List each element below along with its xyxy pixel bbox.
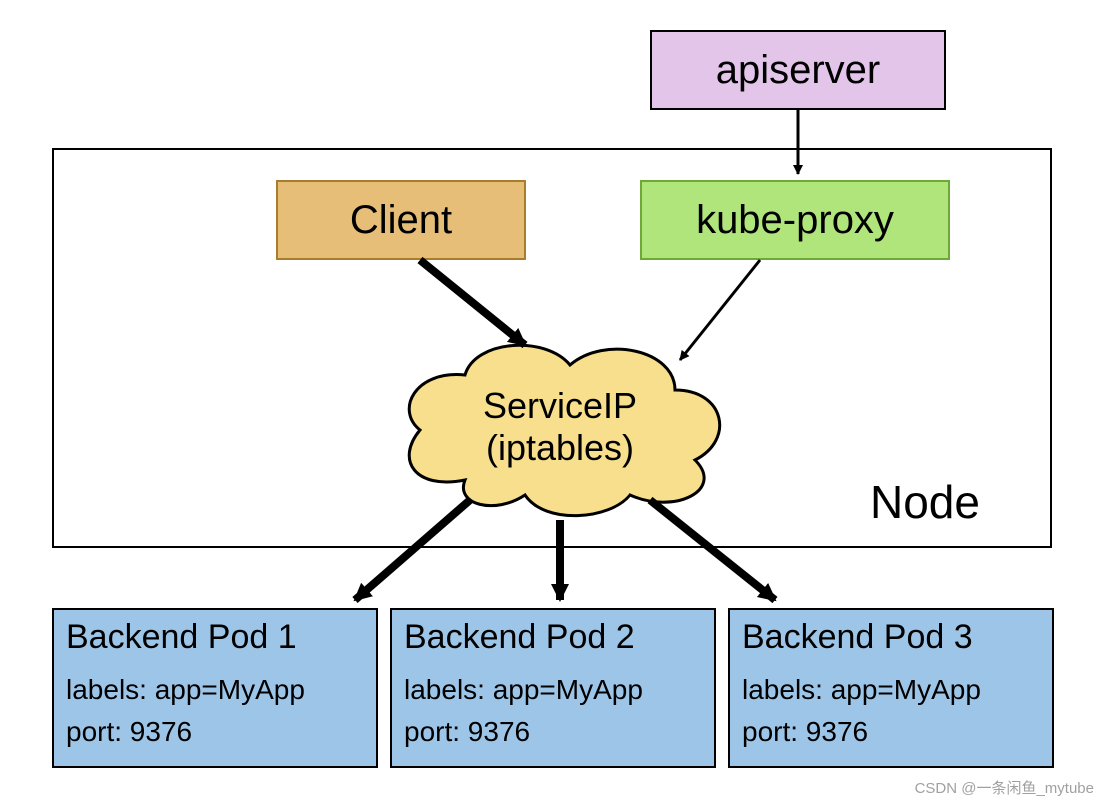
- backend-pod-2: Backend Pod 2 labels: app=MyApp port: 93…: [390, 608, 716, 768]
- backend-pod-3: Backend Pod 3 labels: app=MyApp port: 93…: [728, 608, 1054, 768]
- pod1-labels: labels: app=MyApp: [66, 669, 364, 711]
- pod3-title: Backend Pod 3: [742, 618, 1040, 657]
- pod1-port: port: 9376: [66, 711, 364, 753]
- apiserver-label: apiserver: [716, 48, 881, 93]
- kubeproxy-box: kube-proxy: [640, 180, 950, 260]
- pod2-port: port: 9376: [404, 711, 702, 753]
- serviceip-text: ServiceIP (iptables): [375, 385, 745, 469]
- serviceip-cloud: ServiceIP (iptables): [375, 320, 745, 530]
- client-box: Client: [276, 180, 526, 260]
- node-label: Node: [870, 475, 980, 529]
- pod3-port: port: 9376: [742, 711, 1040, 753]
- pod1-title: Backend Pod 1: [66, 618, 364, 657]
- pod2-labels: labels: app=MyApp: [404, 669, 702, 711]
- apiserver-box: apiserver: [650, 30, 946, 110]
- serviceip-label2: (iptables): [375, 427, 745, 469]
- serviceip-label1: ServiceIP: [375, 385, 745, 427]
- pod2-title: Backend Pod 2: [404, 618, 702, 657]
- backend-pod-1: Backend Pod 1 labels: app=MyApp port: 93…: [52, 608, 378, 768]
- watermark: CSDN @一条闲鱼_mytube: [915, 777, 1094, 798]
- kubeproxy-label: kube-proxy: [696, 198, 894, 243]
- pod3-labels: labels: app=MyApp: [742, 669, 1040, 711]
- client-label: Client: [350, 198, 452, 243]
